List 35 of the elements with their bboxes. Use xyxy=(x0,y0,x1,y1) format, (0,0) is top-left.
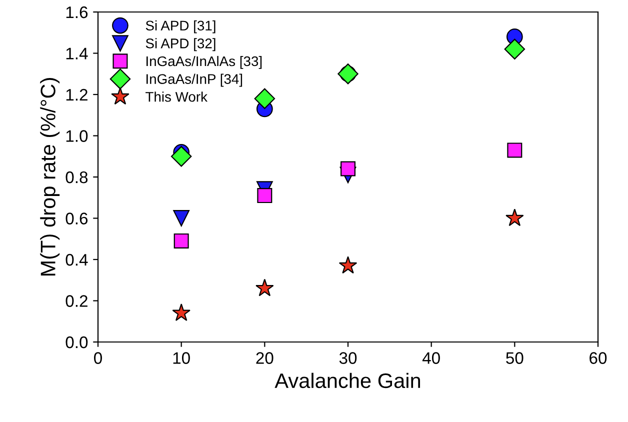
point xyxy=(340,161,356,176)
y-tick-label: 0.0 xyxy=(66,336,88,348)
legend-label: InGaAs/InP [34] xyxy=(146,74,242,87)
x-tick-label: 50 xyxy=(506,352,524,364)
point xyxy=(256,278,274,296)
point xyxy=(506,208,524,226)
y-tick-label: 1.4 xyxy=(66,48,88,60)
x-tick-label: 20 xyxy=(256,352,274,364)
point xyxy=(257,188,272,204)
y-tick-label: 1.2 xyxy=(66,88,88,101)
y-tick-label: 1.6 xyxy=(66,6,88,18)
x-tick-label: 40 xyxy=(422,352,440,364)
point xyxy=(338,256,358,274)
y-axis-title: M(T) drop rate (%/°C) xyxy=(40,78,60,276)
x-tick-label: 0 xyxy=(94,352,102,364)
y-tick-label: 0.4 xyxy=(66,254,88,266)
point xyxy=(504,38,526,60)
x-tick-label: 60 xyxy=(590,352,607,364)
y-tick-label: 0.2 xyxy=(66,295,88,307)
point xyxy=(170,146,192,167)
y-tick-label: 0.8 xyxy=(66,171,88,184)
point xyxy=(173,210,190,226)
x-tick-label: 10 xyxy=(173,352,190,364)
legend-label: Si APD [32] xyxy=(146,38,216,52)
y-tick-label: 1.0 xyxy=(66,130,88,142)
y-tick-label: 0.6 xyxy=(66,212,88,224)
point xyxy=(172,304,190,321)
point xyxy=(174,233,189,248)
x-tick-label: 30 xyxy=(339,352,357,364)
legend-label: InGaAs/InAlAs [33] xyxy=(146,56,262,69)
legend-label: Si APD [31] xyxy=(146,20,216,34)
point xyxy=(507,142,522,158)
legend-label: This Work xyxy=(146,92,208,102)
x-axis-title: Avalanche Gain xyxy=(274,372,420,388)
point xyxy=(254,88,276,109)
